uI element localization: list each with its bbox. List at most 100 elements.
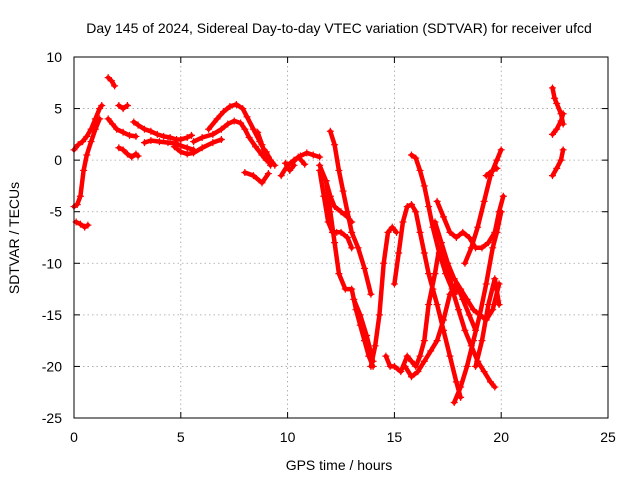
series-arc-6 — [104, 115, 140, 140]
data-point — [380, 259, 388, 267]
y-tick-label: -25 — [42, 410, 62, 426]
data-point — [425, 203, 433, 211]
data-point — [431, 270, 439, 278]
y-tick-label: -10 — [42, 255, 62, 271]
data-point — [420, 357, 428, 365]
data-point — [548, 172, 556, 180]
data-point — [431, 218, 439, 226]
data-point — [414, 368, 422, 376]
data-point — [551, 94, 559, 102]
data-point — [111, 82, 119, 90]
data-point — [467, 244, 475, 252]
data-point — [360, 264, 368, 272]
series-trace — [402, 281, 478, 379]
data-point — [363, 331, 371, 339]
series-arc-34 — [482, 164, 501, 180]
data-point — [482, 280, 490, 288]
data-point — [108, 120, 116, 128]
series-arc-3 — [72, 218, 92, 231]
series-arc-23 — [350, 295, 377, 365]
data-point — [495, 301, 503, 309]
data-point — [478, 337, 486, 345]
data-point — [262, 148, 270, 156]
data-point — [497, 146, 505, 154]
data-point — [79, 138, 87, 146]
y-axis-label: SDTVAR / TECUs — [6, 182, 22, 294]
data-point — [147, 137, 155, 145]
data-point — [452, 234, 460, 241]
series-arc-33 — [472, 275, 503, 370]
data-point — [213, 115, 221, 123]
data-point — [433, 301, 441, 309]
data-point — [395, 249, 403, 257]
data-point — [416, 352, 424, 360]
data-point — [119, 128, 127, 136]
data-point — [407, 357, 415, 365]
data-point — [457, 285, 465, 293]
chart-title: Day 145 of 2024, Sidereal Day-to-day VTE… — [86, 20, 592, 36]
data-point — [113, 125, 121, 133]
data-point — [354, 244, 362, 252]
data-point — [440, 213, 448, 221]
data-point — [371, 342, 379, 350]
data-point — [130, 118, 138, 126]
data-point — [316, 166, 324, 174]
data-point — [335, 270, 343, 278]
data-point — [454, 306, 462, 314]
data-point — [407, 373, 415, 381]
data-point — [442, 270, 450, 278]
data-point — [241, 125, 249, 133]
series-arc-4 — [104, 74, 119, 90]
data-point — [461, 259, 469, 267]
data-point — [448, 285, 456, 293]
data-point — [177, 136, 185, 144]
data-point — [465, 234, 473, 241]
data-point — [491, 383, 499, 391]
data-point — [252, 143, 260, 151]
series-trace — [550, 111, 566, 137]
data-point — [469, 337, 477, 345]
data-point — [416, 228, 424, 236]
data-point — [331, 239, 339, 247]
data-point — [367, 290, 375, 298]
data-point — [331, 203, 339, 211]
series-trace — [550, 147, 566, 178]
data-point — [446, 352, 454, 360]
x-axis-label: GPS time / hours — [286, 457, 393, 473]
data-point — [87, 138, 95, 146]
data-point — [463, 295, 471, 303]
data-point — [232, 100, 240, 108]
x-tick-label: 0 — [70, 429, 78, 445]
data-point — [286, 166, 294, 174]
data-point — [245, 133, 253, 141]
data-point — [226, 103, 234, 111]
data-point — [249, 125, 257, 133]
data-point — [429, 285, 437, 293]
data-point — [444, 259, 452, 267]
data-point — [267, 156, 275, 164]
data-point — [457, 383, 465, 391]
data-point — [459, 228, 467, 236]
data-point — [84, 221, 92, 229]
data-point — [446, 228, 454, 236]
data-point — [107, 77, 115, 85]
data-point — [450, 399, 458, 407]
data-point — [489, 306, 497, 314]
data-point — [119, 105, 127, 113]
series-arc-15 — [262, 148, 279, 169]
data-point — [465, 311, 473, 319]
data-point — [164, 139, 172, 147]
data-point — [337, 228, 345, 236]
data-point — [73, 200, 81, 208]
series-arc-1 — [70, 101, 106, 154]
data-point — [301, 160, 309, 168]
data-point — [230, 117, 238, 125]
data-point — [463, 362, 471, 370]
data-point — [416, 166, 424, 174]
data-point — [322, 177, 330, 185]
data-point — [403, 352, 411, 360]
data-point — [217, 125, 225, 133]
series-trace — [409, 152, 498, 390]
data-point — [91, 125, 99, 133]
